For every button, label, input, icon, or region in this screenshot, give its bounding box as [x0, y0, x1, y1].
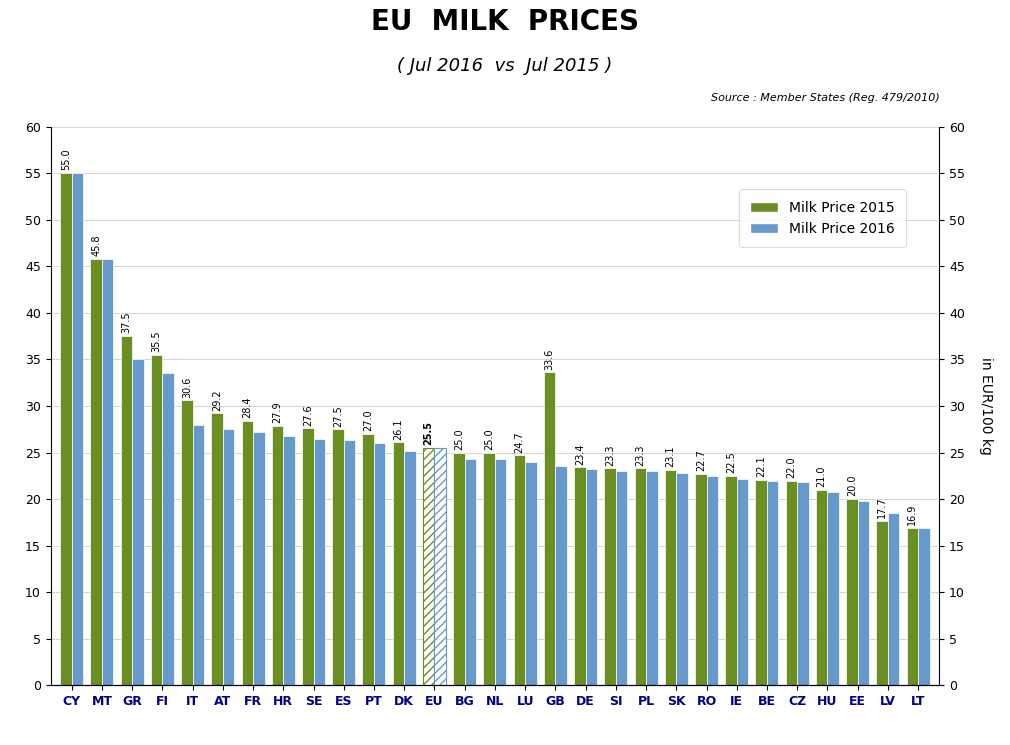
Text: 20.0: 20.0 — [847, 475, 856, 496]
Bar — [755, 480, 767, 685]
Text: 22.7: 22.7 — [696, 449, 706, 472]
Text: 55.0: 55.0 — [61, 149, 71, 171]
Text: 29.2: 29.2 — [212, 389, 222, 410]
Text: 25.0: 25.0 — [453, 428, 464, 450]
Text: EU  MILK  PRICES: EU MILK PRICES — [371, 7, 639, 36]
Text: 23.1: 23.1 — [666, 446, 676, 468]
Bar — [343, 440, 356, 685]
Bar — [918, 528, 929, 685]
Bar — [102, 259, 113, 685]
Text: 22.5: 22.5 — [726, 451, 736, 473]
Bar — [797, 483, 809, 685]
Bar — [193, 425, 204, 685]
Bar — [465, 459, 476, 685]
Bar — [453, 453, 465, 685]
Bar — [846, 499, 857, 685]
Text: 37.5: 37.5 — [121, 311, 131, 334]
Text: 17.7: 17.7 — [877, 496, 887, 518]
Bar — [514, 455, 525, 685]
Bar — [363, 434, 374, 685]
Bar — [574, 468, 586, 685]
Text: 22.0: 22.0 — [787, 456, 797, 478]
Bar — [786, 481, 797, 685]
Bar — [707, 476, 718, 685]
Bar — [91, 259, 102, 685]
Bar — [736, 479, 748, 685]
Bar — [72, 174, 83, 685]
Bar — [695, 474, 707, 685]
Bar — [495, 459, 506, 685]
Bar — [725, 476, 736, 685]
Bar — [665, 470, 677, 685]
Text: 27.6: 27.6 — [303, 404, 313, 425]
Bar — [616, 472, 627, 685]
Bar — [907, 528, 918, 685]
Text: 25.5: 25.5 — [423, 421, 433, 446]
Text: 23.3: 23.3 — [605, 444, 615, 466]
Bar — [150, 355, 163, 685]
Bar — [393, 443, 404, 685]
Text: 23.3: 23.3 — [635, 444, 645, 466]
Text: 45.8: 45.8 — [91, 235, 101, 256]
Bar — [888, 513, 899, 685]
Text: 35.5: 35.5 — [152, 330, 162, 352]
Text: 26.1: 26.1 — [394, 418, 403, 440]
Bar — [132, 360, 143, 685]
Bar — [272, 425, 283, 685]
Text: ( Jul 2016  vs  Jul 2015 ): ( Jul 2016 vs Jul 2015 ) — [397, 57, 613, 74]
Bar — [646, 472, 658, 685]
Bar — [556, 466, 567, 685]
Bar — [877, 521, 888, 685]
Y-axis label: in EUR/100 kg: in EUR/100 kg — [979, 357, 993, 455]
Text: 25.0: 25.0 — [484, 428, 494, 450]
Bar — [332, 429, 343, 685]
Legend: Milk Price 2015, Milk Price 2016: Milk Price 2015, Milk Price 2016 — [739, 189, 906, 247]
Bar — [61, 174, 72, 685]
Bar — [434, 448, 446, 685]
Bar — [767, 481, 779, 685]
Bar — [604, 469, 616, 685]
Bar — [525, 462, 536, 685]
Text: 21.0: 21.0 — [817, 466, 827, 487]
Bar — [404, 451, 416, 685]
Bar — [484, 453, 495, 685]
Bar — [586, 469, 597, 685]
Text: 16.9: 16.9 — [907, 504, 917, 525]
Bar — [816, 490, 827, 685]
Bar — [211, 413, 223, 685]
Bar — [313, 439, 325, 685]
Bar — [827, 492, 839, 685]
Text: 27.5: 27.5 — [333, 405, 343, 426]
Bar — [223, 429, 234, 685]
Bar — [423, 448, 434, 685]
Bar — [241, 421, 254, 685]
Bar — [120, 336, 132, 685]
Text: 27.9: 27.9 — [273, 401, 283, 423]
Bar — [857, 501, 870, 685]
Bar — [163, 373, 174, 685]
Text: 24.7: 24.7 — [514, 431, 524, 453]
Text: 22.1: 22.1 — [756, 455, 767, 477]
Text: 33.6: 33.6 — [544, 349, 554, 370]
Text: 28.4: 28.4 — [242, 396, 252, 418]
Bar — [181, 401, 193, 685]
Text: 23.4: 23.4 — [575, 443, 585, 465]
Text: 30.6: 30.6 — [182, 376, 192, 398]
Bar — [283, 436, 295, 685]
Bar — [543, 372, 556, 685]
Bar — [374, 443, 386, 685]
Bar — [254, 432, 265, 685]
Bar — [634, 469, 646, 685]
Bar — [302, 428, 313, 685]
Text: 27.0: 27.0 — [364, 410, 374, 431]
Text: Source : Member States (Reg. 479/2010): Source : Member States (Reg. 479/2010) — [711, 92, 939, 103]
Bar — [677, 473, 688, 685]
